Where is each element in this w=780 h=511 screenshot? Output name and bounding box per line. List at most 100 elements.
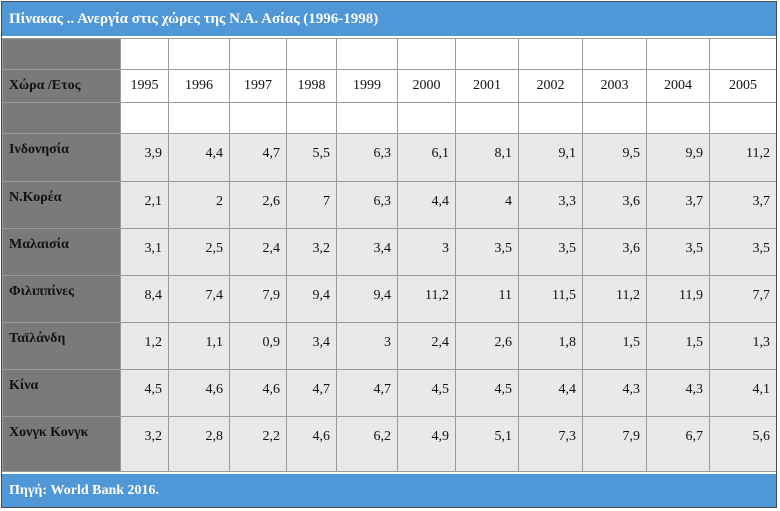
year-header: 1998 — [286, 69, 337, 103]
value-cell: 1,1 — [168, 322, 230, 370]
row-header-blank — [2, 102, 121, 134]
value-cell: 3,5 — [646, 228, 710, 276]
blank-cell — [582, 102, 647, 134]
blank-cell — [229, 38, 287, 70]
value-cell: 3,3 — [518, 181, 583, 229]
value-cell: 11,5 — [518, 275, 583, 323]
value-cell: 3,5 — [518, 228, 583, 276]
row-header-blank — [2, 38, 121, 70]
value-cell: 9,1 — [518, 133, 583, 182]
value-cell: 4,4 — [168, 133, 230, 182]
value-cell: 4,5 — [120, 369, 169, 417]
blank-cell — [709, 38, 776, 70]
value-cell: 11,9 — [646, 275, 710, 323]
blank-cell — [646, 38, 710, 70]
value-cell: 7 — [286, 181, 337, 229]
blank-cell — [336, 38, 398, 70]
value-cell: 4,5 — [455, 369, 519, 417]
year-header: 2005 — [709, 69, 776, 103]
value-cell: 4,4 — [518, 369, 583, 417]
value-cell: 6,2 — [336, 416, 398, 472]
value-cell: 4,6 — [229, 369, 287, 417]
value-cell: 3,7 — [709, 181, 776, 229]
value-cell: 9,4 — [336, 275, 398, 323]
value-cell: 7,7 — [709, 275, 776, 323]
value-cell: 3,5 — [709, 228, 776, 276]
value-cell: 5,1 — [455, 416, 519, 472]
value-cell: 5,5 — [286, 133, 337, 182]
country-label: Κίνα — [2, 369, 121, 417]
country-label: Ταϊλάνδη — [2, 322, 121, 370]
country-label: Ν.Κορέα — [2, 181, 121, 229]
table-row: Μαλαισία 3,1 2,5 2,4 3,2 3,4 3 3,5 3,5 3,6 3,5 3,5 — [2, 228, 776, 276]
value-cell: 4,6 — [168, 369, 230, 417]
blank-cell — [286, 38, 337, 70]
value-cell: 2,8 — [168, 416, 230, 472]
value-cell: 1,5 — [646, 322, 710, 370]
value-cell: 4,3 — [646, 369, 710, 417]
column-header-label: Χώρα /Ετος — [2, 69, 121, 103]
value-cell: 3,4 — [336, 228, 398, 276]
year-header: 1999 — [336, 69, 398, 103]
value-cell: 4,7 — [286, 369, 337, 417]
value-cell: 0,9 — [229, 322, 287, 370]
value-cell: 6,1 — [397, 133, 456, 182]
value-cell: 9,5 — [582, 133, 647, 182]
blank-cell — [646, 102, 710, 134]
value-cell: 4,9 — [397, 416, 456, 472]
table-row: Κίνα 4,5 4,6 4,6 4,7 4,7 4,5 4,5 4,4 4,3 4,3 4,1 — [2, 369, 776, 417]
blank-cell — [455, 38, 519, 70]
country-label: Φιλιππίνες — [2, 275, 121, 323]
blank-cell — [336, 102, 398, 134]
value-cell: 4 — [455, 181, 519, 229]
blank-cell — [397, 38, 456, 70]
year-header: 1996 — [168, 69, 230, 103]
value-cell: 11 — [455, 275, 519, 323]
value-cell: 1,8 — [518, 322, 583, 370]
value-cell: 3,7 — [646, 181, 710, 229]
value-cell: 4,3 — [582, 369, 647, 417]
blank-cell — [709, 102, 776, 134]
year-header: 2000 — [397, 69, 456, 103]
blank-cell — [582, 38, 647, 70]
blank-cell — [229, 102, 287, 134]
value-cell: 7,9 — [582, 416, 647, 472]
value-cell: 2,5 — [168, 228, 230, 276]
value-cell: 6,3 — [336, 181, 398, 229]
table-row: Φιλιππίνες 8,4 7,4 7,9 9,4 9,4 11,2 11 11,5 11,2 1… — [2, 275, 776, 323]
year-header: 1997 — [229, 69, 287, 103]
value-cell: 2,6 — [455, 322, 519, 370]
value-cell: 7,4 — [168, 275, 230, 323]
value-cell: 4,1 — [709, 369, 776, 417]
value-cell: 11,2 — [582, 275, 647, 323]
value-cell: 2,6 — [229, 181, 287, 229]
value-cell: 2,4 — [397, 322, 456, 370]
value-cell: 3,4 — [286, 322, 337, 370]
value-cell: 4,6 — [286, 416, 337, 472]
value-cell: 8,4 — [120, 275, 169, 323]
value-cell: 4,7 — [336, 369, 398, 417]
blank-cell — [168, 38, 230, 70]
value-cell: 3,6 — [582, 181, 647, 229]
blank-cell — [397, 102, 456, 134]
table-row: Ταϊλάνδη 1,2 1,1 0,9 3,4 3 2,4 2,6 1,8 1,5 1,5 1,3 — [2, 322, 776, 370]
table-row: Ν.Κορέα 2,1 2 2,6 7 6,3 4,4 4 3,3 3,6 3,7 3,7 — [2, 181, 776, 229]
value-cell: 2,1 — [120, 181, 169, 229]
blank-cell — [168, 102, 230, 134]
value-cell: 3,6 — [582, 228, 647, 276]
value-cell: 4,7 — [229, 133, 287, 182]
value-cell: 3,9 — [120, 133, 169, 182]
year-header: 2002 — [518, 69, 583, 103]
unemployment-table: Χώρα /Ετος 1995 1996 1997 1998 1999 2000 2001 20… — [2, 38, 776, 472]
value-cell: 4,5 — [397, 369, 456, 417]
country-label: Ινδονησία — [2, 133, 121, 182]
value-cell: 7,3 — [518, 416, 583, 472]
value-cell: 5,6 — [709, 416, 776, 472]
value-cell: 3,2 — [120, 416, 169, 472]
value-cell: 1,5 — [582, 322, 647, 370]
value-cell: 7,9 — [229, 275, 287, 323]
value-cell: 2,4 — [229, 228, 287, 276]
value-cell: 4,4 — [397, 181, 456, 229]
value-cell: 11,2 — [397, 275, 456, 323]
country-label: Μαλαισία — [2, 228, 121, 276]
